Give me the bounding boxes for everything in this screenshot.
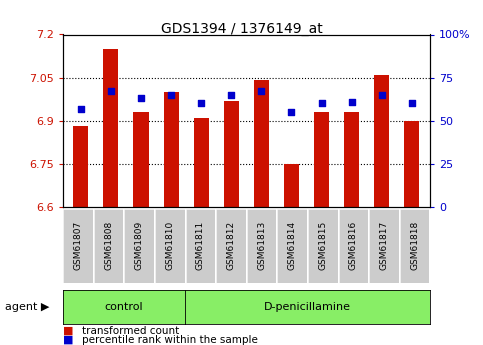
Bar [254, 80, 269, 207]
Point [408, 101, 416, 106]
Text: D-penicillamine: D-penicillamine [264, 302, 351, 312]
Bar [133, 112, 149, 207]
Text: transformed count: transformed count [82, 326, 179, 335]
Point [107, 89, 115, 94]
Text: GSM61808: GSM61808 [104, 221, 113, 270]
Text: ■: ■ [63, 326, 73, 335]
Text: GSM61807: GSM61807 [73, 221, 83, 270]
Text: GSM61809: GSM61809 [135, 221, 144, 270]
Text: GSM61816: GSM61816 [349, 221, 358, 270]
Bar [194, 118, 209, 207]
Text: ■: ■ [63, 335, 73, 345]
Point [287, 109, 295, 115]
Point [137, 96, 145, 101]
Text: GSM61812: GSM61812 [227, 221, 236, 270]
Point [198, 101, 205, 106]
Text: agent ▶: agent ▶ [5, 302, 49, 312]
Bar [284, 164, 299, 207]
Text: GSM61813: GSM61813 [257, 221, 266, 270]
Point [227, 92, 235, 98]
Text: control: control [105, 302, 143, 312]
Text: GSM61817: GSM61817 [380, 221, 388, 270]
Point [167, 92, 175, 98]
Bar [314, 112, 329, 207]
Bar [73, 127, 88, 207]
Bar [374, 75, 389, 207]
Bar [164, 92, 179, 207]
Text: GSM61818: GSM61818 [410, 221, 419, 270]
Text: GDS1394 / 1376149_at: GDS1394 / 1376149_at [161, 22, 322, 37]
Point [257, 89, 265, 94]
Bar [224, 101, 239, 207]
Bar [404, 121, 419, 207]
Point [348, 99, 355, 105]
Bar [344, 112, 359, 207]
Point [378, 92, 385, 98]
Bar [103, 49, 118, 207]
Text: GSM61811: GSM61811 [196, 221, 205, 270]
Point [77, 106, 85, 111]
Point [318, 101, 326, 106]
Text: GSM61815: GSM61815 [318, 221, 327, 270]
Text: GSM61810: GSM61810 [165, 221, 174, 270]
Text: percentile rank within the sample: percentile rank within the sample [82, 335, 258, 345]
Text: GSM61814: GSM61814 [288, 221, 297, 270]
